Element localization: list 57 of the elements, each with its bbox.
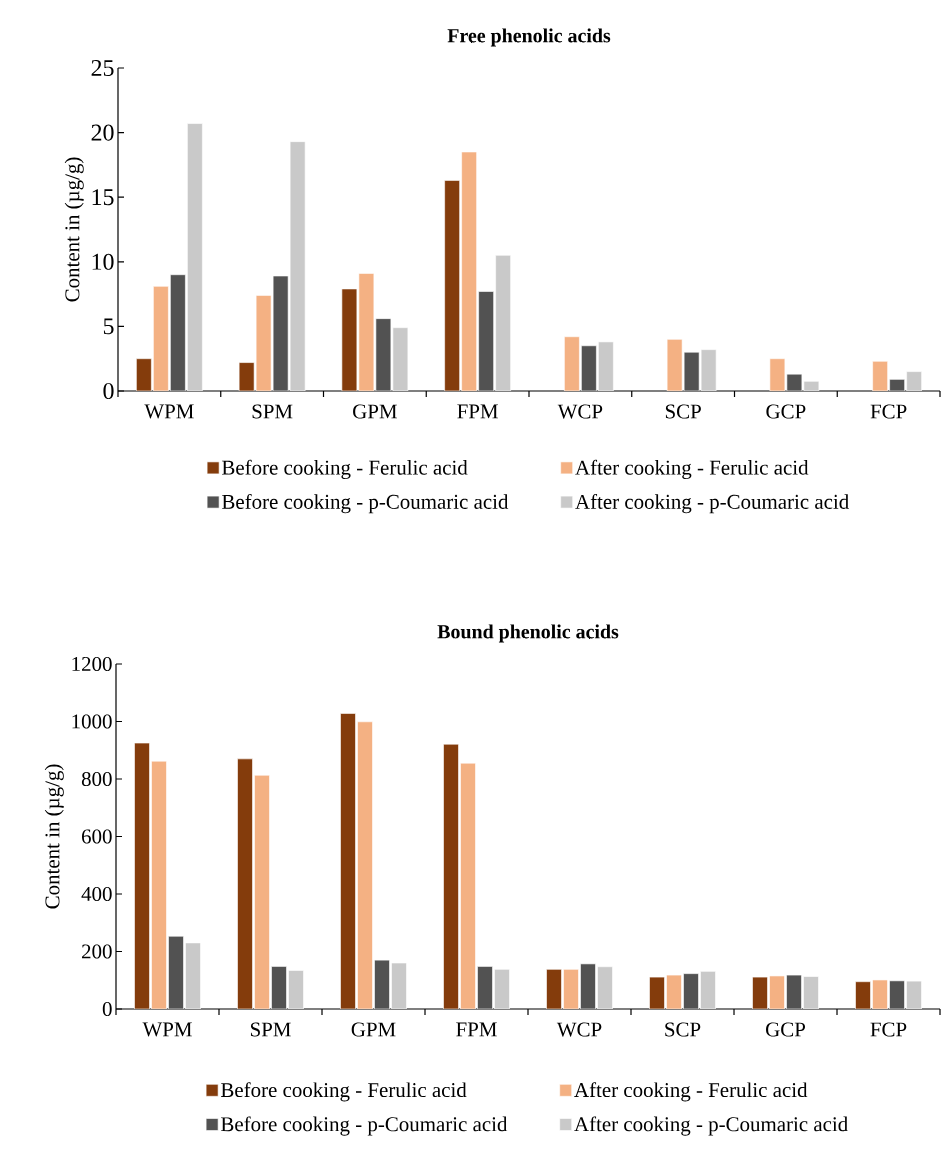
chart-title: Free phenolic acids [447, 28, 611, 47]
y-tick-label: 400 [81, 886, 112, 902]
y-tick-label: 15 [92, 189, 114, 206]
legend-label: Before cooking - p-Coumaric acid [221, 1116, 508, 1136]
legend-label: Before cooking - Ferulic acid [222, 459, 468, 480]
bar [288, 970, 304, 1009]
y-tick-label: 10 [92, 253, 114, 270]
bar [683, 973, 699, 1009]
legend-label: Before cooking - Ferulic acid [221, 1082, 467, 1102]
bar [237, 758, 253, 1009]
bar [271, 966, 287, 1009]
legend-label: After cooking - Ferulic acid [575, 459, 809, 480]
bar [168, 935, 184, 1009]
x-tick-label: SCP [665, 1022, 701, 1037]
y-axis-title: Content in (µg/g) [64, 157, 84, 302]
y-tick-label: 800 [81, 771, 112, 787]
bar [340, 713, 356, 1009]
x-tick-label: SPM [250, 1022, 291, 1037]
y-tick-label: 25 [91, 59, 114, 77]
x-tick-label: SCP [665, 404, 701, 419]
x-tick-label: WPM [144, 404, 194, 419]
x-tick-label: FPM [457, 404, 498, 419]
y-tick-label: 200 [82, 944, 112, 959]
x-tick-label: WCP [556, 1022, 602, 1037]
y-tick-label: 1200 [72, 656, 112, 672]
x-tick-label: WCP [557, 404, 603, 419]
x-tick-label: GCP [766, 1022, 806, 1037]
x-tick-label: FCP [870, 1022, 907, 1037]
y-tick-label: 1000 [72, 714, 112, 729]
bar [597, 966, 613, 1009]
bar [460, 762, 476, 1009]
legend-label: After cooking - p-Coumaric acid [574, 1116, 848, 1136]
y-tick-label: 0 [102, 1001, 112, 1017]
legend-label: After cooking - p-Coumaric acid [575, 493, 849, 514]
x-tick-label: GPM [351, 1022, 396, 1037]
x-tick-label: WPM [142, 1022, 192, 1037]
bar [443, 743, 459, 1009]
bar [185, 942, 201, 1009]
y-tick-label: 5 [103, 318, 114, 335]
y-tick-label: 20 [91, 124, 114, 141]
x-tick-label: FCP [870, 404, 907, 419]
x-tick-label: GPM [353, 404, 397, 419]
chart-title: Bound phenolic acids [437, 624, 619, 643]
x-tick-label: GCP [766, 404, 806, 419]
y-tick-label: 600 [82, 829, 112, 844]
legend-label: Before cooking - p-Coumaric acid [222, 493, 509, 514]
x-tick-label: SPM [252, 404, 293, 419]
bar [374, 959, 390, 1009]
bar [477, 966, 493, 1009]
y-axis-title: Content in (µg/g) [44, 764, 64, 909]
legend-label: After cooking - Ferulic acid [574, 1082, 808, 1102]
bar [134, 742, 150, 1009]
bar [254, 774, 270, 1009]
x-tick-label: FPM [456, 1022, 497, 1037]
bar [151, 760, 167, 1009]
bar [357, 721, 373, 1009]
y-tick-label: 0 [103, 382, 114, 400]
